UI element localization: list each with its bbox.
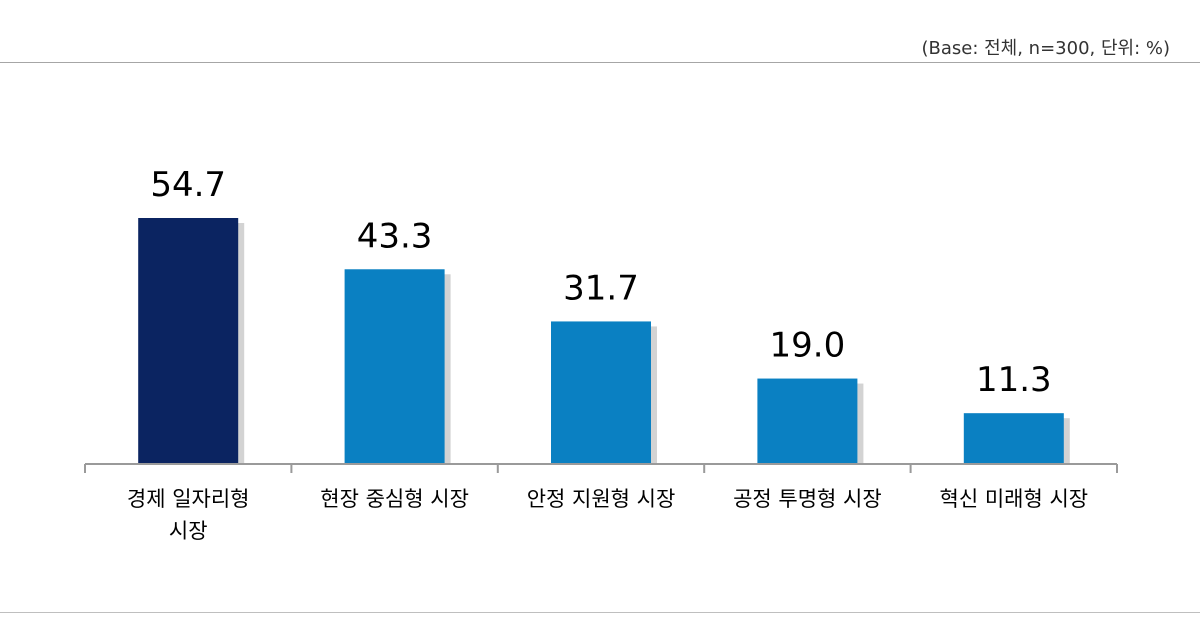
value-label: 31.7 <box>563 268 639 308</box>
bar <box>757 378 858 464</box>
bar <box>963 413 1064 464</box>
value-label: 43.3 <box>357 216 433 256</box>
category-label: 현장 중심형 시장 <box>320 487 469 511</box>
bottom-divider <box>0 612 1200 613</box>
category-label: 안정 지원형 시장 <box>527 487 676 511</box>
bar <box>344 269 445 464</box>
base-note: (Base: 전체, n=300, 단위: %) <box>921 38 1170 59</box>
bar <box>551 321 651 464</box>
value-label: 54.7 <box>150 165 226 205</box>
bar <box>138 218 239 464</box>
value-label: 11.3 <box>976 360 1052 400</box>
value-label: 19.0 <box>770 326 846 366</box>
category-label: 경제 일자리형 시장 <box>127 487 250 543</box>
category-label: 공정 투명형 시장 <box>733 487 882 511</box>
top-divider <box>0 62 1200 63</box>
category-label: 혁신 미래형 시장 <box>940 487 1089 511</box>
